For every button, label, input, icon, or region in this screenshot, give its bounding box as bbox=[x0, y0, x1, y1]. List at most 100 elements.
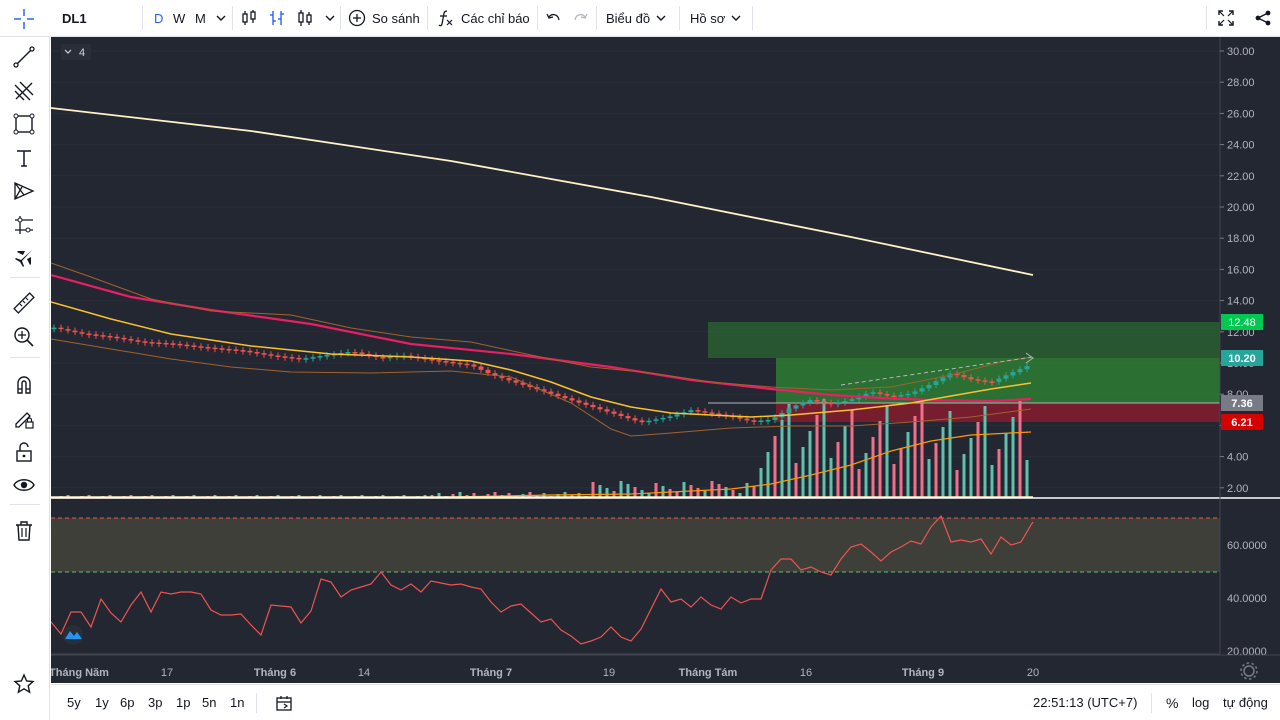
volume-bar bbox=[829, 458, 833, 498]
prediction-measure-icon[interactable] bbox=[11, 212, 37, 238]
candle bbox=[674, 414, 680, 417]
price-axis-label: 22.00 bbox=[1227, 171, 1255, 183]
candle bbox=[583, 402, 589, 405]
ruler-icon[interactable] bbox=[11, 290, 37, 316]
volume-bar bbox=[808, 431, 812, 498]
target-zone bbox=[708, 322, 1220, 358]
volume-bar bbox=[766, 452, 770, 498]
candle bbox=[121, 337, 127, 340]
symbol-search[interactable]: DL1 bbox=[62, 10, 87, 26]
candle bbox=[940, 377, 946, 382]
volume-bar bbox=[885, 405, 889, 498]
candle bbox=[989, 381, 995, 383]
time-axis[interactable]: Tháng Năm 17 Tháng 6 14 Tháng 7 19 Tháng Tám 16… bbox=[51, 37, 1039, 679]
crosshair-icon[interactable] bbox=[11, 6, 37, 32]
patterns-icon[interactable] bbox=[11, 178, 37, 204]
bar-style-icon[interactable] bbox=[241, 0, 257, 36]
toolbar-divider bbox=[232, 6, 233, 30]
candle bbox=[800, 402, 806, 406]
stay-drawing-pencil-lock-icon[interactable] bbox=[11, 406, 37, 432]
time-axis-label: 16 bbox=[800, 667, 812, 679]
toolbar-divider bbox=[537, 6, 538, 30]
interval-month[interactable]: M bbox=[195, 10, 206, 26]
candle bbox=[744, 418, 750, 421]
chart-menu-button[interactable]: Biểu đồ bbox=[606, 0, 666, 36]
axis-settings-gear-icon[interactable] bbox=[1240, 662, 1258, 680]
volume-bar bbox=[1011, 417, 1015, 498]
range-1m[interactable]: 1p bbox=[176, 695, 191, 710]
hollow-candles-icon[interactable] bbox=[297, 0, 313, 36]
profile-menu-button[interactable]: Hồ sơ bbox=[690, 0, 741, 36]
compare-button[interactable]: So sánh bbox=[348, 0, 420, 36]
toolbar-divider bbox=[256, 693, 257, 713]
chart-style-chevron-icon[interactable] bbox=[325, 0, 335, 36]
candle bbox=[317, 356, 323, 358]
candle bbox=[807, 399, 813, 403]
icons-tool-plane-icon[interactable] bbox=[11, 245, 37, 271]
rsi-axis-label: 20.0000 bbox=[1227, 646, 1267, 658]
candle bbox=[149, 342, 155, 344]
legend-toggle[interactable]: 4 bbox=[61, 44, 91, 60]
gann-fib-icon[interactable] bbox=[11, 78, 37, 104]
candle bbox=[919, 388, 925, 392]
candle bbox=[786, 408, 792, 413]
candle bbox=[324, 355, 330, 357]
volume-bar bbox=[906, 432, 910, 498]
auto-scale-toggle[interactable]: tự động bbox=[1223, 695, 1268, 710]
candle bbox=[842, 401, 848, 403]
log-scale-toggle[interactable]: log bbox=[1192, 695, 1210, 710]
candle bbox=[268, 354, 274, 356]
rsi-axis[interactable]: 60.0000 40.0000 20.0000 bbox=[1227, 540, 1267, 658]
indicators-button[interactable]: Các chỉ báo bbox=[438, 0, 530, 36]
candle bbox=[506, 378, 512, 381]
stop-zone bbox=[776, 403, 1220, 422]
range-5y[interactable]: 5y bbox=[67, 695, 81, 710]
magnet-icon[interactable] bbox=[11, 372, 37, 398]
undo-icon[interactable] bbox=[546, 0, 562, 36]
candle bbox=[856, 396, 862, 400]
fullscreen-icon[interactable] bbox=[1217, 0, 1235, 36]
candles-style-icon[interactable] bbox=[269, 0, 285, 36]
time-axis-label: Tháng Năm bbox=[51, 667, 109, 679]
zoom-in-icon[interactable] bbox=[11, 324, 37, 350]
range-1d[interactable]: 1n bbox=[230, 695, 245, 710]
grid-lines bbox=[51, 50, 1220, 489]
trend-line-icon[interactable] bbox=[11, 44, 37, 70]
candle bbox=[51, 327, 57, 330]
share-icon[interactable] bbox=[1254, 0, 1272, 36]
volume-bar bbox=[668, 489, 672, 498]
volume-bar bbox=[787, 404, 791, 498]
candle bbox=[996, 378, 1002, 382]
eye-icon[interactable] bbox=[11, 472, 37, 498]
favorites-star-icon[interactable] bbox=[11, 671, 37, 697]
candle bbox=[513, 380, 519, 383]
chart-area[interactable]: 4 30.00 28.00 26.00 24.00 22.00 20.00 18.00 16.… bbox=[51, 37, 1280, 683]
candle bbox=[975, 379, 981, 381]
percent-scale-toggle[interactable]: % bbox=[1166, 694, 1179, 711]
bollinger-lower-line bbox=[51, 338, 1032, 437]
candle bbox=[58, 327, 64, 330]
shapes-icon[interactable] bbox=[11, 111, 37, 137]
price-axis-label: 4.00 bbox=[1227, 452, 1248, 464]
text-icon[interactable] bbox=[11, 145, 37, 171]
candle bbox=[254, 352, 260, 354]
chart-menu-label: Biểu đồ bbox=[606, 10, 651, 26]
go-to-date-icon[interactable] bbox=[275, 685, 293, 720]
candle bbox=[555, 393, 561, 396]
price-axis-label: 18.00 bbox=[1227, 233, 1255, 245]
interval-day[interactable]: D bbox=[154, 10, 164, 26]
redo-icon[interactable] bbox=[572, 0, 588, 36]
lock-drawings-icon[interactable] bbox=[11, 439, 37, 465]
candle bbox=[604, 409, 610, 412]
clock-timezone[interactable]: 22:51:13 (UTC+7) bbox=[1033, 695, 1138, 710]
range-3m[interactable]: 3p bbox=[148, 695, 163, 710]
range-5d[interactable]: 5n bbox=[202, 695, 217, 710]
interval-week[interactable]: W bbox=[173, 10, 186, 26]
interval-dropdown-chevron-icon[interactable] bbox=[216, 0, 226, 36]
range-6m[interactable]: 6p bbox=[120, 695, 135, 710]
time-axis-label: Tháng 9 bbox=[902, 667, 944, 679]
price-axis-label: 2.00 bbox=[1227, 483, 1248, 495]
bollinger-upper-line bbox=[51, 262, 1032, 391]
range-1y[interactable]: 1y bbox=[95, 695, 109, 710]
trash-icon[interactable] bbox=[11, 518, 37, 544]
